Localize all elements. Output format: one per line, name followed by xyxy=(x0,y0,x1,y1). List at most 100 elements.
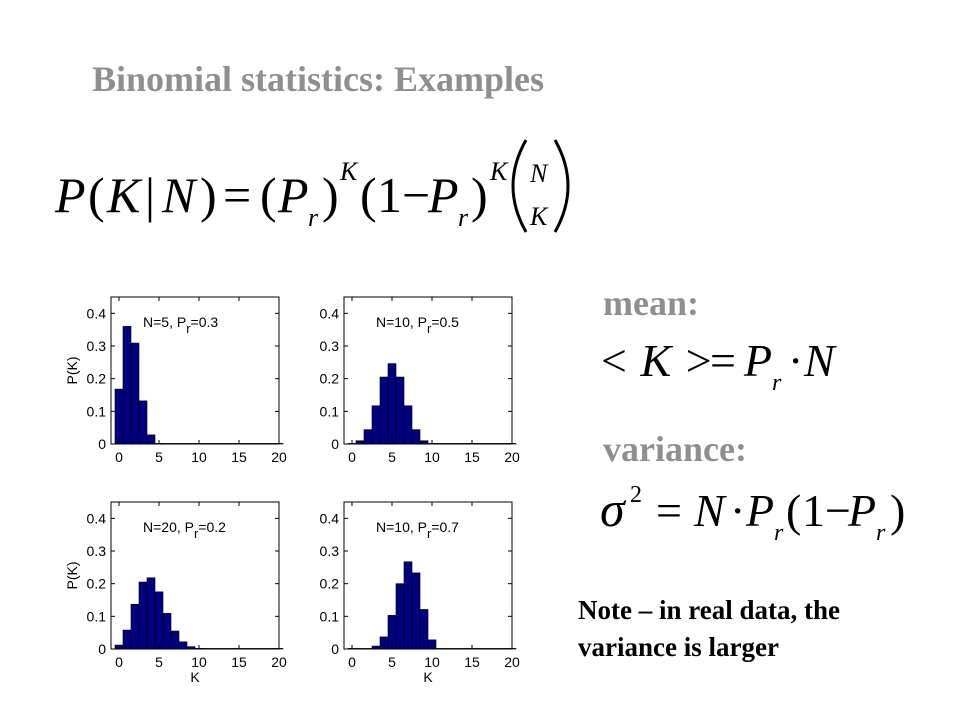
bar-k-17 xyxy=(250,648,260,650)
y-axis-label: P(K) xyxy=(64,562,80,590)
x-tick-label: 15 xyxy=(464,449,480,465)
variance-r: r xyxy=(774,520,784,546)
plot-frame xyxy=(343,296,513,445)
bar-k-12 xyxy=(210,443,220,445)
variance-sigma: σ xyxy=(600,481,627,537)
annotation-value: =0.2 xyxy=(198,519,226,535)
bar-k-1 xyxy=(122,326,132,445)
y-tick-label: 0.4 xyxy=(87,305,107,321)
formula-p: P xyxy=(54,167,86,223)
histogram-panel-1: 0 5 10 15 20 0 0.1 0.2 0.3 0.4 N=5, Pr=0.3 P(K) xyxy=(64,296,287,465)
formula-open-paren-3: ( xyxy=(360,167,377,223)
bar-k-3 xyxy=(138,400,148,445)
bar-k-2 xyxy=(130,603,140,650)
chart-annotation: N=20, Pr=0.2 xyxy=(143,519,226,541)
y-tick-label: 0 xyxy=(98,436,106,452)
formula-close-paren-3: ) xyxy=(471,167,488,223)
formula-equals: = xyxy=(223,167,251,223)
y-tick-label: 0.3 xyxy=(87,338,107,354)
bar-k-16 xyxy=(475,443,485,445)
bar-k-3 xyxy=(371,405,381,445)
histogram-panel-2: 0 5 10 15 20 0 0.1 0.2 0.3 0.4 N=10, Pr=0.5 xyxy=(320,296,520,465)
bar-k-18 xyxy=(491,443,501,445)
annotation-main: N=20, P xyxy=(143,519,194,535)
bar-k-12 xyxy=(210,648,220,650)
bar-k-6 xyxy=(162,613,172,650)
x-tick-label: 0 xyxy=(348,449,356,465)
variance-label: variance: xyxy=(603,429,747,469)
x-axis-label: K xyxy=(190,669,200,685)
bar-k-0 xyxy=(114,388,124,445)
mean-lhs: < K > xyxy=(598,335,714,386)
annotation-value: =0.3 xyxy=(191,314,219,330)
variance-n: N xyxy=(693,485,727,536)
mean-equals: = xyxy=(710,335,736,386)
bar-k-18 xyxy=(258,648,268,650)
x-tick-label: 20 xyxy=(504,449,520,465)
bar-k-13 xyxy=(451,443,461,445)
bar-k-14 xyxy=(226,648,236,650)
bar-k-14 xyxy=(226,443,236,445)
x-tick-label: 0 xyxy=(115,449,123,465)
formula-pr-r-2: r xyxy=(458,203,469,232)
bar-k-12 xyxy=(443,648,453,650)
chart-annotation: N=10, Pr=0.5 xyxy=(376,314,459,336)
bar-k-18 xyxy=(258,443,268,445)
formula-open-paren-2: ( xyxy=(260,167,277,223)
histogram-panel-3: 0 5 10 15 20 0 0.1 0.2 0.3 0.4 N=20, Pr=0.2 P(K) K xyxy=(64,501,287,685)
bar-k-6 xyxy=(162,443,172,445)
bar-k-13 xyxy=(218,648,228,650)
x-tick-label: 10 xyxy=(191,654,207,670)
variance-exponent: 2 xyxy=(630,482,642,508)
x-tick-label: 20 xyxy=(271,449,287,465)
y-tick-label: 0.3 xyxy=(87,543,107,559)
mean-label: mean: xyxy=(603,283,699,323)
bar-k-17 xyxy=(250,443,260,445)
formula-n: N xyxy=(161,167,198,223)
y-tick-label: 0.1 xyxy=(87,403,107,419)
x-tick-label: 0 xyxy=(348,654,356,670)
variance-p-2: P xyxy=(847,485,876,536)
bar-k-8 xyxy=(411,572,421,650)
note-line-1: Note – in real data, the xyxy=(578,595,840,625)
bar-k-5 xyxy=(387,363,397,445)
mean-r: r xyxy=(772,370,782,396)
bar-k-9 xyxy=(186,646,196,650)
variance-equals: = xyxy=(656,485,682,536)
variance-dot: · xyxy=(730,485,745,536)
mean-n: N xyxy=(803,335,837,386)
x-tick-label: 10 xyxy=(424,449,440,465)
bar-k-4 xyxy=(379,636,389,650)
x-axis-label: K xyxy=(423,669,433,685)
chart-annotation: N=10, Pr=0.7 xyxy=(376,519,459,541)
bar-k-7 xyxy=(170,443,180,445)
binomial-left-paren xyxy=(511,139,528,233)
variance-one-minus: 1− xyxy=(802,485,851,536)
binomial-top-n: N xyxy=(529,159,549,188)
formula-pr-p: P xyxy=(277,167,309,223)
y-tick-label: 0 xyxy=(331,641,339,657)
bar-k-18 xyxy=(491,648,501,650)
bar-k-19 xyxy=(499,443,509,445)
formula-k: K xyxy=(106,167,143,223)
x-tick-label: 15 xyxy=(231,449,247,465)
y-tick-label: 0 xyxy=(98,641,106,657)
bar-k-5 xyxy=(154,591,164,650)
note-text: Note – in real data, the variance is lar… xyxy=(578,592,948,666)
binomial-right-paren xyxy=(553,139,570,233)
bar-k-6 xyxy=(395,376,405,445)
y-tick-label: 0.2 xyxy=(320,371,340,387)
x-tick-label: 15 xyxy=(231,654,247,670)
variance-open-paren: ( xyxy=(786,485,801,536)
variance-close-paren: ) xyxy=(890,485,905,536)
y-tick-label: 0.1 xyxy=(320,608,340,624)
y-tick-label: 0.4 xyxy=(320,510,340,526)
formula-open-paren: ( xyxy=(88,167,105,223)
annotation-main: N=10, P xyxy=(376,314,427,330)
bar-k-7 xyxy=(170,630,180,650)
bar-k-9 xyxy=(419,440,429,445)
bar-k-1 xyxy=(355,648,365,650)
bar-k-14 xyxy=(459,443,469,445)
y-tick-label: 0 xyxy=(331,436,339,452)
y-tick-label: 0.4 xyxy=(87,510,107,526)
